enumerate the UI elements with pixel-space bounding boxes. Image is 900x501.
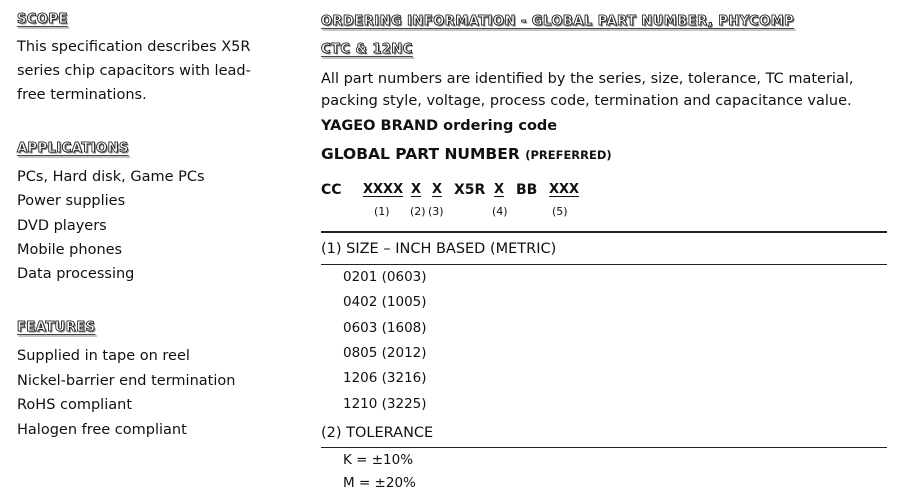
code-index: (4) (492, 205, 508, 218)
size-section-title: (1) SIZE – INCH BASED (METRIC) (321, 241, 557, 257)
divider (321, 447, 887, 448)
code-packing: X (432, 182, 443, 197)
intro-line: All part numbers are identified by the s… (321, 71, 854, 87)
size-item: 1206 (3216) (343, 370, 427, 386)
size-item: 0402 (1005) (343, 294, 427, 310)
gpn-note: (PREFERRED) (525, 148, 612, 162)
code-index: (5) (552, 205, 568, 218)
code-index: (2) (410, 205, 426, 218)
code-tc: X5R (454, 182, 486, 198)
code-tolerance: X (411, 182, 422, 197)
application-item: DVD players (17, 218, 107, 234)
size-item: 0201 (0603) (343, 269, 427, 285)
tolerance-section-title: (2) TOLERANCE (321, 425, 434, 441)
feature-item: RoHS compliant (17, 397, 133, 413)
application-item: Power supplies (17, 193, 126, 209)
scope-heading: SCOPE (17, 12, 68, 28)
feature-item: Supplied in tape on reel (17, 348, 190, 364)
applications-heading: APPLICATIONS (17, 141, 129, 157)
brand-label: YAGEO BRAND ordering code (321, 118, 558, 134)
scope-line: This specification describes X5R (17, 39, 251, 55)
scope-line: free terminations. (17, 87, 147, 103)
ordering-heading-line2: CTC & 12NC (321, 42, 413, 58)
code-capacitance: XXX (549, 182, 580, 197)
intro-line: packing style, voltage, process code, te… (321, 93, 852, 109)
gpn-title: GLOBAL PART NUMBER (PREFERRED) (321, 145, 612, 163)
size-item: 1210 (3225) (343, 396, 427, 412)
application-item: Mobile phones (17, 242, 123, 258)
size-item: 0603 (1608) (343, 320, 427, 336)
tolerance-item: M = ±20% (343, 475, 416, 491)
part-code: CC (321, 182, 342, 198)
code-index: (1) (374, 205, 390, 218)
gpn-label: GLOBAL PART NUMBER (321, 145, 520, 163)
size-item: 0805 (2012) (343, 345, 427, 361)
divider-thick (321, 231, 887, 233)
application-item: Data processing (17, 266, 135, 282)
code-voltage: X (494, 182, 505, 197)
code-index: (3) (428, 205, 444, 218)
scope-line: series chip capacitors with lead- (17, 63, 251, 79)
divider (321, 264, 887, 265)
feature-item: Halogen free compliant (17, 422, 187, 438)
ordering-heading-line1: ORDERING INFORMATION - GLOBAL PART NUMBE… (321, 14, 795, 30)
feature-item: Nickel-barrier end termination (17, 373, 236, 389)
code-series: CC (321, 182, 342, 198)
code-size: XXXX (363, 182, 404, 197)
code-process: BB (516, 182, 538, 198)
features-heading: FEATURES (17, 320, 96, 336)
application-item: PCs, Hard disk, Game PCs (17, 169, 205, 185)
tolerance-item: K = ±10% (343, 452, 414, 468)
